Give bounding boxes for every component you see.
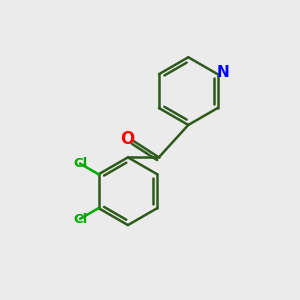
Text: Cl: Cl [73,213,87,226]
Text: O: O [120,130,134,148]
Text: N: N [217,65,229,80]
Text: Cl: Cl [73,157,87,169]
